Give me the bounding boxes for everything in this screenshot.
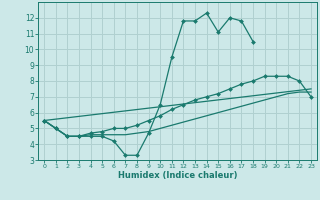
X-axis label: Humidex (Indice chaleur): Humidex (Indice chaleur) [118,171,237,180]
